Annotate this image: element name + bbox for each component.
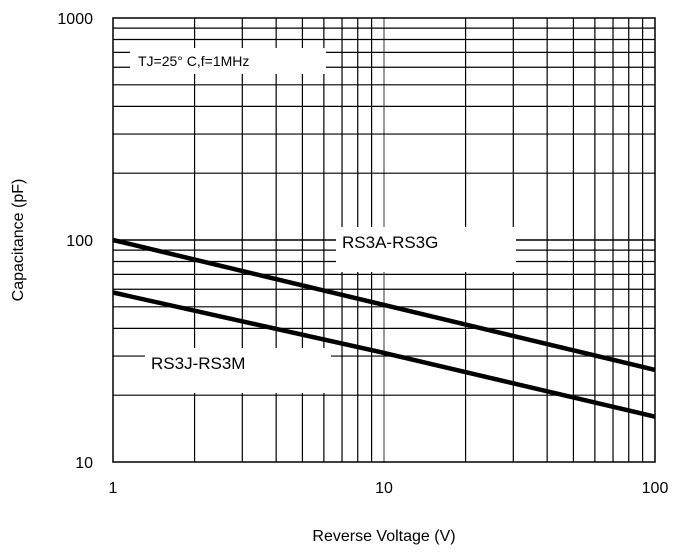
series-label-box-rs3a-rs3g xyxy=(336,227,516,272)
series-label-box-rs3j-rs3m xyxy=(145,348,331,393)
x-tick-label: 10 xyxy=(375,480,393,497)
x-axis-label: Reverse Voltage (V) xyxy=(312,528,455,545)
y-axis-label: Capacitance (pF) xyxy=(10,179,27,302)
x-tick-label: 100 xyxy=(642,480,669,497)
series-line-rs3j-rs3m xyxy=(112,290,656,419)
series-lines xyxy=(112,237,656,419)
plot-frame xyxy=(112,17,656,463)
y-tick-label: 1000 xyxy=(57,11,93,28)
series-line-rs3a-rs3g xyxy=(112,237,656,373)
condition-label: TJ=25° C,f=1MHz xyxy=(138,53,249,69)
condition-label-box xyxy=(130,48,326,74)
y-tick-label: 10 xyxy=(75,455,93,472)
series-label-rs3a-rs3g: RS3A-RS3G xyxy=(342,233,438,252)
series-label-rs3j-rs3m: RS3J-RS3M xyxy=(151,354,245,373)
y-tick-label: 100 xyxy=(66,233,93,250)
x-tick-label: 1 xyxy=(109,480,118,497)
tick-labels: 1 10 100 10 100 1000 xyxy=(57,11,668,497)
annotations: TJ=25° C,f=1MHz RS3A-RS3G RS3J-RS3M xyxy=(130,48,516,393)
